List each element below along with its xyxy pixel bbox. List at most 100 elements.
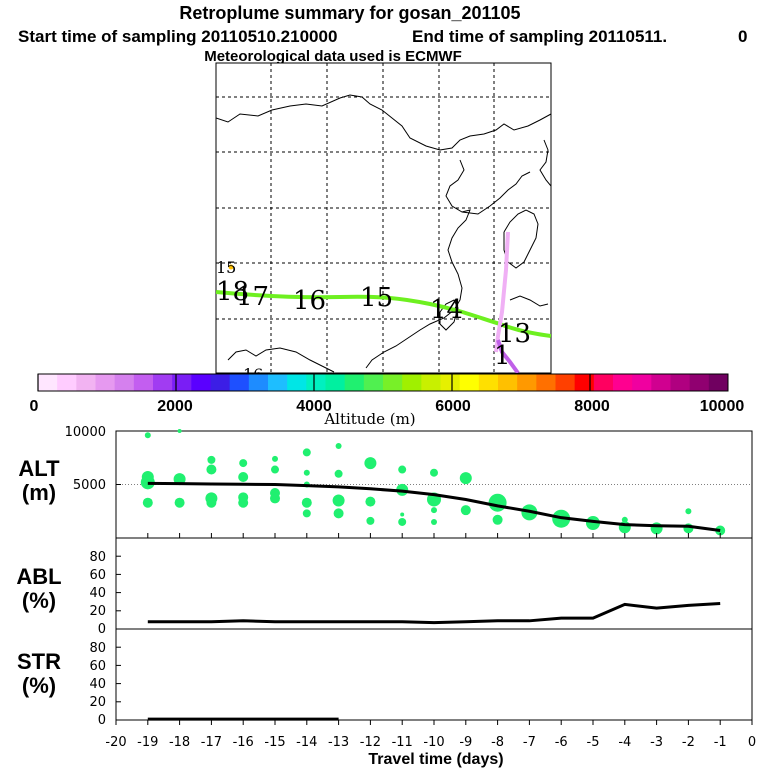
alt-scatter-point — [206, 464, 217, 475]
alt-ylabel-bottom: (m) — [22, 480, 56, 505]
alt-scatter-point — [398, 465, 407, 474]
alt-scatter-point — [238, 497, 249, 508]
colorbar-segment — [268, 374, 288, 391]
colorbar-segment — [210, 374, 231, 391]
colorbar-segment — [95, 374, 116, 391]
colorbar-segment — [536, 374, 556, 391]
x-tick-label: -20 — [105, 735, 126, 750]
str-ytick-80: 80 — [89, 641, 106, 656]
alt-scatter-point — [301, 497, 312, 508]
x-tick-label: -1 — [714, 735, 727, 750]
x-tick-label: 0 — [748, 735, 756, 750]
x-tick-label: -8 — [491, 735, 504, 750]
alt-scatter-point — [239, 459, 248, 468]
alt-scatter-point — [488, 493, 507, 512]
colorbar-segment — [133, 374, 154, 391]
abl-series — [147, 602, 721, 625]
x-tick-label: -17 — [201, 735, 222, 750]
x-tick-label: -13 — [328, 735, 349, 750]
colorbar-segment — [248, 374, 269, 391]
abl-ytick-60: 60 — [89, 568, 106, 583]
alt-scatter-point — [332, 494, 345, 507]
str-panel-frame — [115, 628, 753, 721]
trajectory-green — [216, 290, 551, 338]
alt-scatter-point — [144, 432, 151, 439]
colorbar-tick-6000: 6000 — [435, 398, 471, 415]
start-time-label: Start time of sampling 20110510.210000 — [18, 27, 337, 46]
colorbar-segment — [306, 374, 326, 391]
colorbar-tick-0: 0 — [30, 398, 39, 415]
alt-scatter-point — [621, 516, 628, 523]
day-label-1: 1 — [494, 341, 511, 371]
str-ytick-60: 60 — [89, 659, 106, 674]
abl-ylabel-top: ABL — [16, 564, 61, 589]
alt-scatter-point — [365, 496, 376, 507]
colorbar-segment — [517, 374, 537, 391]
x-tick-label: -11 — [392, 735, 413, 750]
alt-scatter-point — [177, 429, 182, 433]
x-tick-label: -6 — [555, 735, 568, 750]
alt-scatter-point — [271, 465, 279, 474]
x-tick-label: -10 — [423, 735, 444, 750]
colorbar-segment — [708, 374, 729, 391]
alt-scatter-point — [333, 508, 344, 519]
x-tick-label: -16 — [233, 735, 254, 750]
abl-line — [147, 602, 721, 625]
colorbar-segment — [229, 374, 250, 391]
day-label-17: 17 — [236, 282, 269, 312]
colorbar-tick-2000: 2000 — [157, 398, 193, 415]
trajectory-purple — [496, 339, 520, 373]
x-tick-label: -4 — [618, 735, 631, 750]
alt-scatter-point — [334, 469, 343, 478]
colorbar-segment — [670, 374, 691, 391]
alt-scatter-point — [492, 514, 503, 525]
abl-ytick-20: 20 — [89, 604, 106, 619]
alt-scatter-point — [430, 468, 438, 477]
colorbar-segment — [287, 374, 307, 391]
plume-trajectories — [216, 231, 551, 373]
colorbar-segment — [191, 374, 211, 391]
x-tick-label: -9 — [459, 735, 472, 750]
day-label-15: 15 — [360, 283, 393, 313]
colorbar-segment — [632, 374, 652, 391]
alt-ytick-10000: 10000 — [65, 425, 106, 440]
day-label-13: 13 — [498, 319, 531, 349]
abl-ytick-0: 0 — [98, 622, 106, 637]
alt-scatter-point — [364, 457, 377, 470]
abl-ylabel-bottom: (%) — [22, 588, 56, 613]
colorbar-segment — [344, 374, 365, 391]
day-label-16-small: 16 — [243, 365, 263, 384]
alt-mean-line — [147, 481, 721, 532]
day-label-15-small: 15 — [216, 258, 236, 277]
day-label-18: 18 — [216, 277, 249, 307]
colorbar-segment — [459, 374, 480, 391]
map-coastlines — [216, 94, 551, 373]
colorbar-segment — [153, 374, 173, 391]
colorbar-label: Altitude (m) — [323, 410, 415, 428]
alt-scatter-point — [238, 472, 249, 483]
colorbar-segment — [363, 374, 384, 391]
alt-scatter-point — [270, 493, 280, 504]
colorbar-segment — [613, 374, 633, 391]
colorbar-segment — [689, 374, 710, 391]
x-tick-label: -19 — [137, 735, 158, 750]
end-time-label: End time of sampling 20110511. — [412, 27, 667, 46]
met-data-label: Meteorological data used is ECMWF — [204, 48, 462, 65]
x-tick-label: -15 — [264, 735, 285, 750]
colorbar-tick-8000: 8000 — [574, 398, 610, 415]
alt-scatter-point — [335, 442, 342, 449]
alt-scatter-point — [140, 475, 155, 490]
colorbar-segment — [172, 374, 192, 391]
alt-scatter-point — [459, 472, 472, 485]
alt-scatter-point — [272, 455, 278, 462]
colorbar-segment — [76, 374, 96, 391]
str-ytick-40: 40 — [89, 677, 106, 692]
x-tick-label: -7 — [523, 735, 536, 750]
abl-panel-frame — [115, 537, 753, 630]
x-tick-label: -2 — [682, 735, 695, 750]
alt-scatter-point — [431, 518, 437, 525]
x-axis-label: Travel time (days) — [368, 751, 503, 768]
alt-scatter-point — [302, 448, 311, 457]
colorbar-segment — [114, 374, 135, 391]
colorbar-segment — [593, 374, 614, 391]
